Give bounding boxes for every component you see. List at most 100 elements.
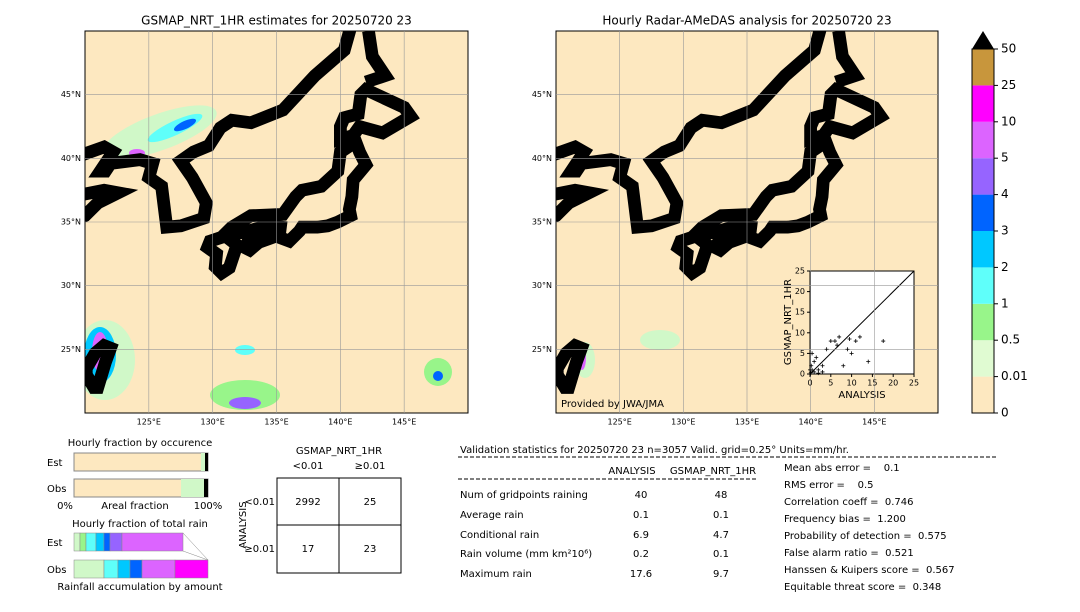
x-tick-label: 125°E <box>608 418 632 427</box>
x-tick-label: 125°E <box>137 418 161 427</box>
row-value: 0.2 <box>633 549 649 560</box>
validation-title: Validation statistics for 20250720 23 n=… <box>460 445 849 456</box>
row-axis: ANALYSIS <box>238 501 249 548</box>
colorbar-label: 4 <box>1001 187 1009 201</box>
cell: 23 <box>364 544 377 555</box>
x-tick-label: 20 <box>888 379 898 388</box>
row-value: 9.7 <box>713 569 729 580</box>
x-tick-label: 130°E <box>201 418 225 427</box>
x-tick-label: 140°E <box>328 418 352 427</box>
row-label: Rain volume (mm km²10⁶) <box>460 549 592 560</box>
map-title: GSMAP_NRT_1HR estimates for 20250720 23 <box>141 14 412 28</box>
col-header: ANALYSIS <box>608 466 655 477</box>
colorbar-box <box>972 231 994 267</box>
row-label: ≥0.01 <box>244 544 275 555</box>
table-title: GSMAP_NRT_1HR <box>296 446 382 457</box>
row-value: 48 <box>715 490 728 501</box>
chart-title: Hourly fraction by occurence <box>68 438 212 449</box>
score: Frequency bias = 1.200 <box>784 514 906 525</box>
y-tick-label: 30°N <box>532 281 552 290</box>
colorbar-label: 10 <box>1001 114 1016 128</box>
row-label: Est <box>47 458 63 469</box>
x-tick-label: 5 <box>828 379 833 388</box>
axis-label: 0% <box>57 501 73 512</box>
colorbar-label: 0 <box>1001 406 1009 420</box>
colorbar-box <box>972 340 994 376</box>
total-rain-bars <box>74 533 208 578</box>
colorbar-label: 25 <box>1001 78 1016 92</box>
row-value: 17.6 <box>630 569 652 580</box>
bar <box>205 453 208 471</box>
y-tick-label: 15 <box>795 308 805 317</box>
x-tick-label: 25 <box>909 379 919 388</box>
row-label: <0.01 <box>244 497 275 508</box>
x-tick-label: 145°E <box>862 418 886 427</box>
x-axis-label: ANALYSIS <box>838 390 885 401</box>
cell: 17 <box>302 544 315 555</box>
y-axis-label: GSMAP_NRT_1HR <box>783 279 794 365</box>
y-tick-label: 25°N <box>61 345 81 354</box>
row-label: Obs <box>47 565 66 576</box>
axis-label: Areal fraction <box>101 501 168 512</box>
row-label: Average rain <box>460 510 524 521</box>
score: Correlation coeff = 0.746 <box>784 497 914 508</box>
map-title: Hourly Radar-AMeDAS analysis for 2025072… <box>602 14 891 28</box>
caption: Rainfall accumulation by amount <box>57 582 222 593</box>
score: RMS error = 0.5 <box>784 480 874 491</box>
chart-title: Hourly fraction of total rain <box>72 519 208 530</box>
figure: Provided by JWA/JMA ANALYSIS GSMAP_NRT_1… <box>0 0 1080 612</box>
colorbar-box <box>972 85 994 121</box>
y-tick-label: 20 <box>795 287 805 296</box>
y-tick-label: 30°N <box>61 281 81 290</box>
score: Probability of detection = 0.575 <box>784 531 947 542</box>
score: Hanssen & Kuipers score = 0.567 <box>784 565 955 576</box>
x-tick-label: 130°E <box>671 418 695 427</box>
cell: 2992 <box>295 497 320 508</box>
row-value: 0.1 <box>713 510 729 521</box>
row-label: Conditional rain <box>460 530 539 541</box>
y-tick-label: 5 <box>800 349 805 358</box>
score: False alarm ratio = 0.521 <box>784 548 914 559</box>
cell: 25 <box>364 497 377 508</box>
x-tick-label: 10 <box>847 379 857 388</box>
colorbar-box <box>972 304 994 340</box>
colorbar-label: 0.5 <box>1001 333 1020 347</box>
x-tick-label: 140°E <box>799 418 823 427</box>
row-value: 6.9 <box>633 530 649 541</box>
colorbar-label: 1 <box>1001 296 1009 310</box>
row-value: 0.1 <box>713 549 729 560</box>
colorbar-box <box>972 158 994 194</box>
x-tick-label: 145°E <box>392 418 416 427</box>
row-value: 40 <box>635 490 648 501</box>
y-tick-label: 25°N <box>532 345 552 354</box>
col-label: <0.01 <box>293 461 324 472</box>
colorbar-box <box>972 267 994 303</box>
col-header: GSMAP_NRT_1HR <box>670 466 756 477</box>
colorbar-box <box>972 122 994 158</box>
bar <box>74 453 208 471</box>
score: Equitable threat score = 0.348 <box>784 582 941 593</box>
row-value: 4.7 <box>713 530 729 541</box>
y-tick-label: 40°N <box>61 154 81 163</box>
colorbar-extend <box>972 31 994 49</box>
y-tick-label: 35°N <box>532 218 552 227</box>
axis-label: 100% <box>194 501 223 512</box>
x-tick-label: 135°E <box>735 418 759 427</box>
x-tick-label: 0 <box>807 379 812 388</box>
left-map <box>72 18 468 413</box>
y-tick-label: 40°N <box>532 154 552 163</box>
colorbar-box <box>972 195 994 231</box>
y-tick-label: 45°N <box>61 90 81 99</box>
x-tick-label: 135°E <box>264 418 288 427</box>
y-tick-label: 35°N <box>61 218 81 227</box>
row-label: Obs <box>47 484 66 495</box>
colorbar-box <box>972 377 994 413</box>
colorbar-box <box>972 49 994 85</box>
colorbar-label: 2 <box>1001 260 1009 274</box>
row-value: 0.1 <box>633 510 649 521</box>
bar <box>204 479 208 497</box>
row-label: Est <box>47 538 63 549</box>
y-tick-label: 25 <box>795 267 805 276</box>
colorbar-label: 0.01 <box>1001 369 1028 383</box>
row-label: Num of gridpoints raining <box>460 490 588 501</box>
